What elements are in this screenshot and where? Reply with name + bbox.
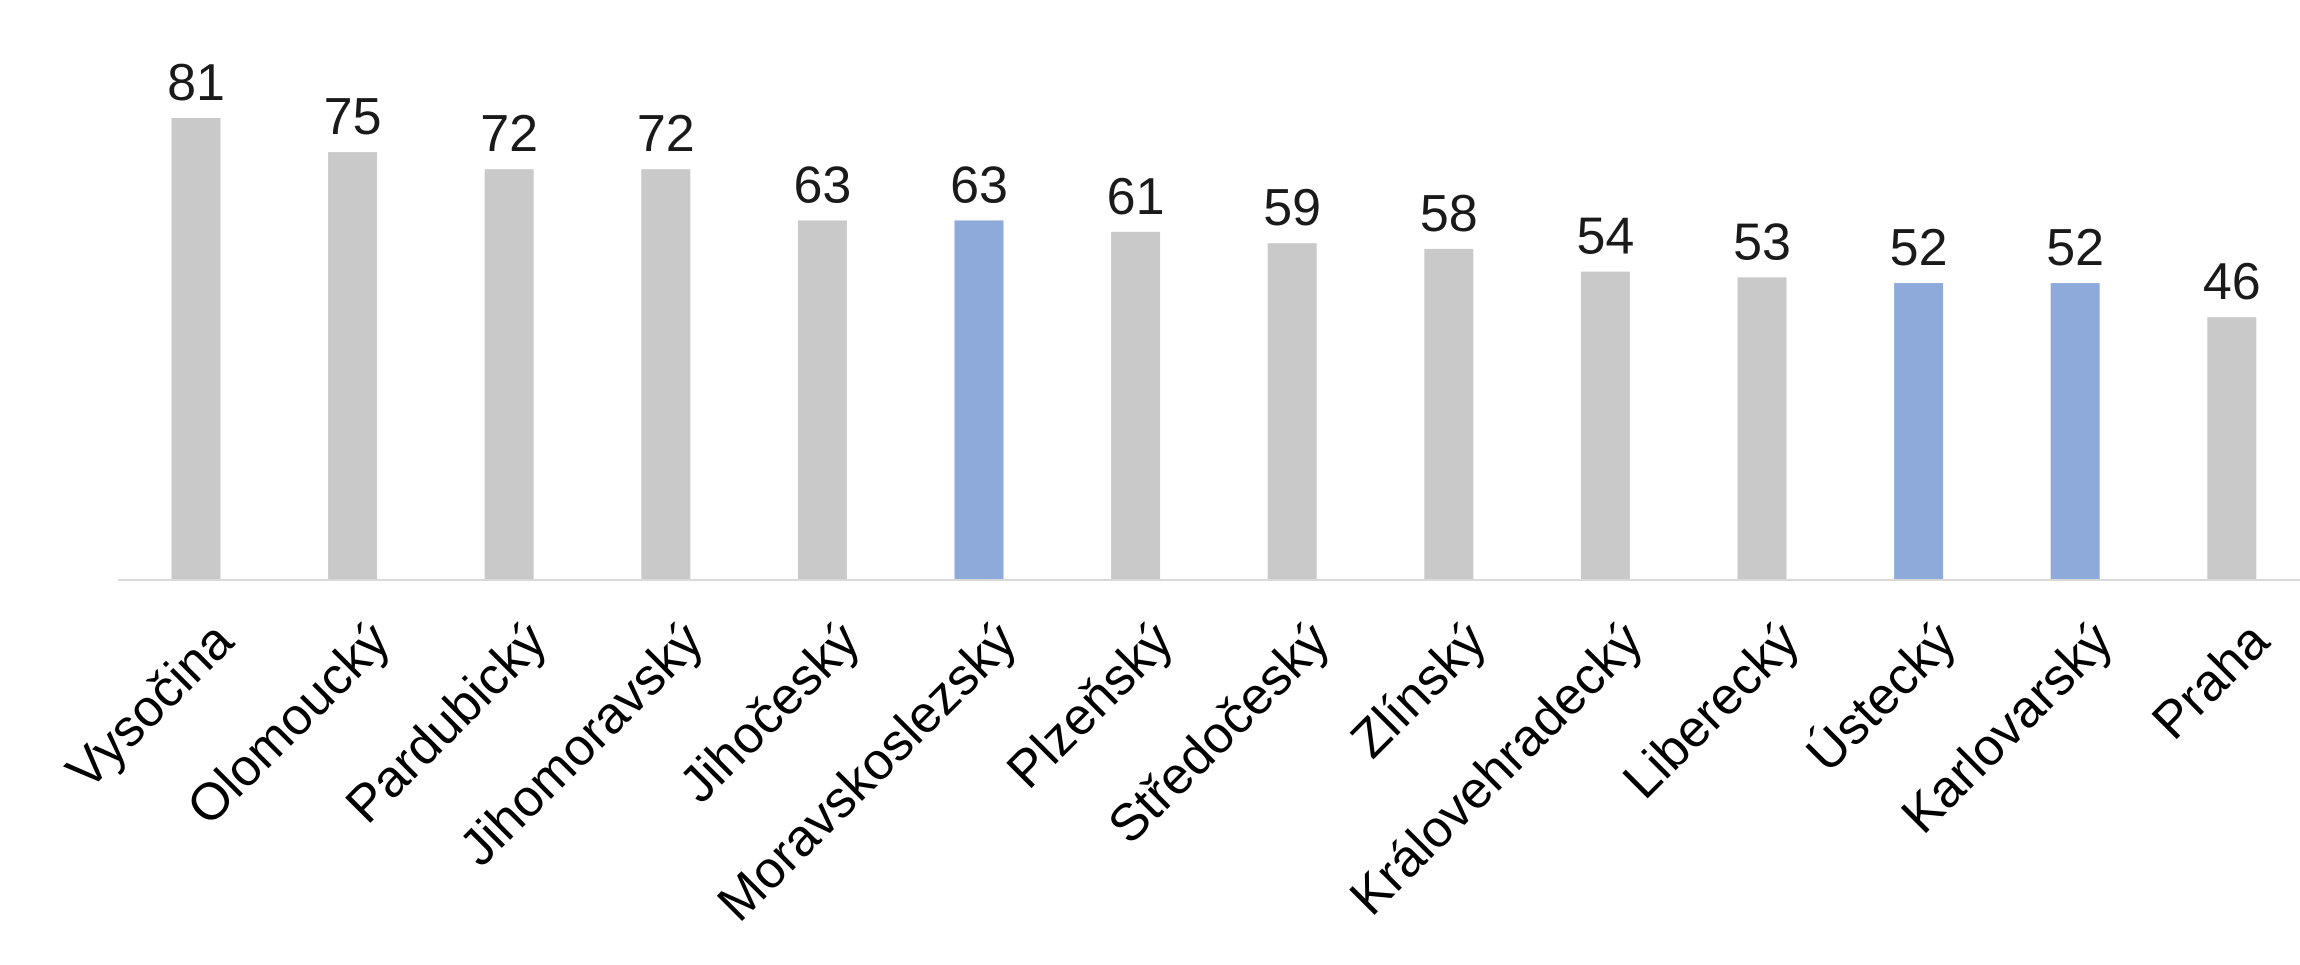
- bar-6: [1111, 231, 1161, 579]
- value-labels-group: 81 75 72 72 63 63 61 59 58 54 53 52 52 46: [167, 54, 2261, 311]
- bar-1: [328, 152, 378, 579]
- bar-9: [1580, 271, 1630, 579]
- value-label-8: 58: [1420, 185, 1478, 243]
- bars-group: [171, 117, 2257, 580]
- bar-7: [1267, 243, 1317, 579]
- value-label-7: 59: [1263, 179, 1321, 237]
- bar-10: [1737, 277, 1787, 579]
- category-labels-group: VysočinaOlomouckýPardubickýJihomoravskýJ…: [56, 611, 2281, 932]
- category-label-9: Královehradecký: [1339, 611, 1654, 926]
- bar-3: [641, 169, 691, 579]
- value-label-9: 54: [1576, 208, 1634, 266]
- category-label-5: Moravskoslezský: [707, 611, 1028, 932]
- bar-5: [954, 220, 1004, 580]
- value-label-2: 72: [480, 105, 538, 163]
- value-label-4: 63: [793, 156, 851, 214]
- bar-13: [2207, 317, 2257, 579]
- value-label-11: 52: [1890, 219, 1948, 277]
- bar-0: [171, 117, 221, 579]
- value-label-0: 81: [167, 54, 225, 112]
- category-label-13: Praha: [2141, 611, 2280, 750]
- value-label-3: 72: [637, 105, 695, 163]
- value-label-1: 75: [324, 88, 382, 146]
- value-label-6: 61: [1107, 168, 1165, 226]
- value-label-10: 53: [1733, 213, 1791, 271]
- category-label-8: Zlínský: [1340, 611, 1497, 768]
- value-label-5: 63: [950, 156, 1008, 214]
- bar-2: [484, 169, 534, 579]
- bar-12: [2050, 283, 2100, 579]
- bar-11: [1894, 283, 1944, 579]
- value-label-12: 52: [2046, 219, 2104, 277]
- value-label-13: 46: [2203, 253, 2261, 311]
- bar-4: [797, 220, 847, 580]
- bar-8: [1424, 248, 1474, 579]
